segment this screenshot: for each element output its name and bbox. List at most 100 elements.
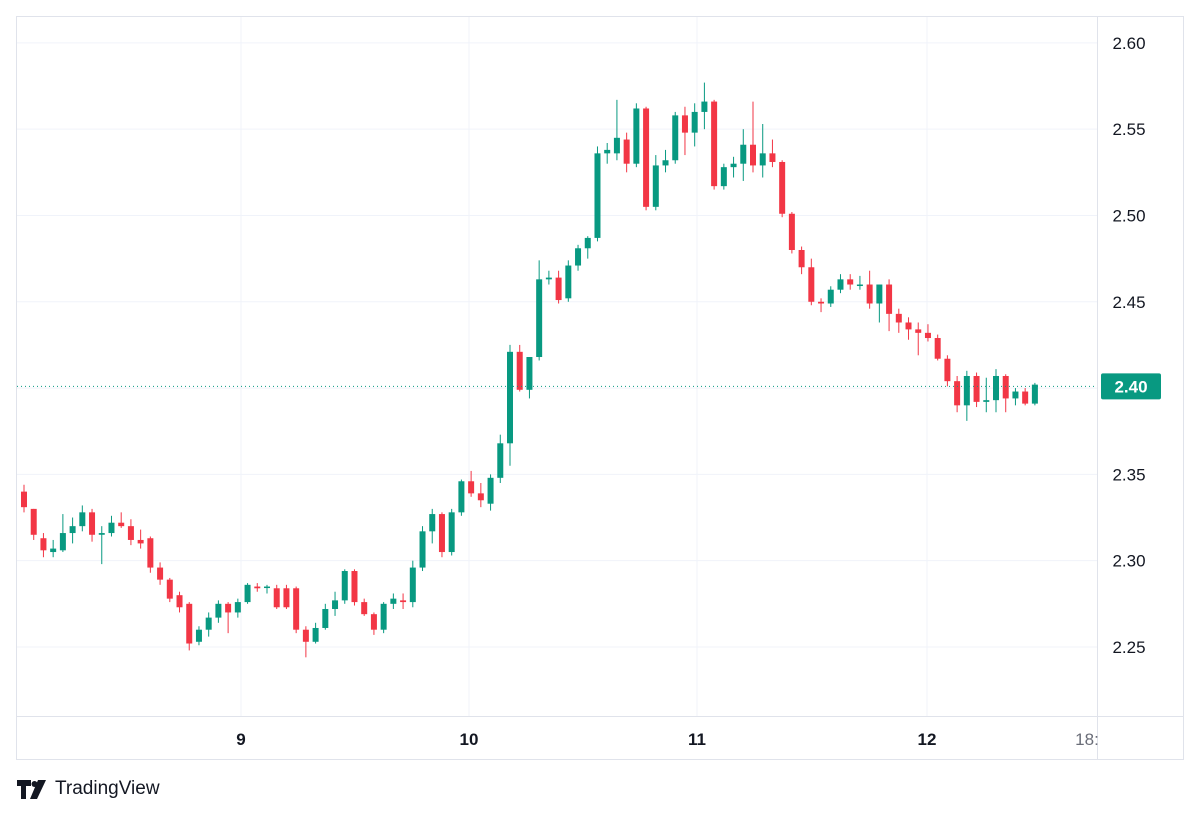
candle-body (118, 522, 125, 527)
candle-body (264, 586, 270, 589)
candle-body (137, 539, 144, 544)
candle-body (993, 375, 999, 401)
candle-body (808, 267, 815, 302)
candle-body (157, 567, 164, 580)
candle-body (429, 514, 436, 532)
candle-body (769, 153, 776, 162)
price-tick-label: 2.30 (1112, 552, 1145, 571)
candle-body (711, 101, 718, 187)
candle-body (176, 595, 183, 608)
candle-body (30, 508, 37, 535)
candle-body (497, 443, 504, 478)
brand[interactable]: TradingView (17, 778, 160, 800)
price-tick-label: 2.55 (1112, 120, 1145, 139)
price-tick-label: 2.25 (1112, 638, 1145, 657)
candle-body (69, 526, 76, 534)
candle-body (283, 588, 290, 608)
candle-body (983, 400, 990, 402)
candle-body (234, 602, 241, 613)
candle-body (847, 279, 854, 285)
time-axis-label: 12 (918, 730, 937, 749)
candle-body (759, 153, 766, 166)
candle-body (575, 248, 582, 266)
candle-body (108, 522, 115, 534)
candle-body (944, 358, 951, 382)
price-tick-label: 2.45 (1112, 293, 1145, 312)
candle-body (468, 481, 475, 494)
candle-body (448, 512, 455, 553)
last-price-badge (1101, 373, 1161, 400)
chart-frame: 2.60 2.55 2.50 2.45 2.35 2.30 2.25 9 10 11 12 18: 2.… (16, 16, 1184, 760)
candle-body (89, 512, 96, 535)
candle-body (701, 101, 708, 112)
candle-body (604, 149, 611, 154)
candle-body (905, 322, 912, 330)
candle-body (507, 351, 513, 444)
candle-body (438, 514, 445, 553)
candle-body (312, 627, 319, 642)
candle-body (322, 608, 329, 628)
candle-body (750, 144, 756, 166)
candle-body (681, 115, 688, 133)
candle-body (1012, 391, 1019, 399)
candle-body (730, 163, 737, 168)
candle-body (400, 600, 407, 603)
candle-body (516, 351, 523, 390)
candle-body (205, 617, 212, 630)
candle-body (390, 598, 397, 604)
candle-body (837, 279, 844, 290)
candle-body (332, 600, 339, 609)
candle-body (1031, 384, 1038, 404)
candle-body (584, 237, 591, 249)
candle-body (293, 588, 300, 630)
candle-body (341, 571, 348, 601)
candle-body (924, 332, 931, 339)
time-axis-label: 11 (688, 730, 706, 749)
candle-body (79, 512, 86, 527)
candle-body (1022, 391, 1029, 404)
candle-body (244, 584, 251, 603)
candle-body (915, 329, 922, 333)
candle-body (740, 144, 747, 164)
candle-body (856, 284, 863, 287)
candle-body (662, 160, 669, 166)
candle-body (127, 526, 134, 540)
candle-body (351, 571, 358, 603)
candle-body (895, 313, 902, 323)
time-axis-label: 9 (236, 730, 245, 749)
candle-body (98, 533, 105, 535)
candle-body (798, 250, 805, 268)
candle-body (652, 165, 659, 207)
candle-body (536, 279, 543, 358)
candle-body (555, 277, 562, 301)
candle-body (195, 629, 202, 642)
candle-body (487, 477, 494, 504)
candle-body (254, 586, 261, 589)
price-tick-label: 2.35 (1112, 465, 1145, 484)
candle-body (1002, 375, 1009, 399)
price-tick-label: 2.60 (1112, 34, 1145, 53)
candle-body (59, 533, 66, 551)
candlestick-chart[interactable]: 2.60 2.55 2.50 2.45 2.35 2.30 2.25 9 10 11 12 18: 2.… (17, 17, 1183, 759)
candle-body (691, 111, 698, 133)
candle-body (594, 153, 601, 238)
candle-body (302, 629, 309, 642)
candle-body (458, 481, 465, 513)
candle-body (613, 137, 620, 154)
candle-body (526, 357, 533, 390)
candle-body (876, 284, 883, 304)
candle-body (720, 167, 727, 187)
candle-body (419, 531, 426, 568)
candle-body (40, 538, 47, 551)
candle-body (818, 301, 825, 304)
last-price-label: 2.40 (1114, 377, 1147, 396)
price-tick-label: 2.50 (1112, 206, 1145, 225)
candle-body (361, 602, 368, 615)
candle-body (225, 603, 232, 613)
candle-body (954, 381, 961, 406)
tradingview-logo-icon (17, 780, 46, 799)
candle-body (633, 108, 640, 164)
candle-body (623, 139, 630, 164)
candle-body (643, 108, 650, 207)
candle-body (779, 161, 786, 214)
